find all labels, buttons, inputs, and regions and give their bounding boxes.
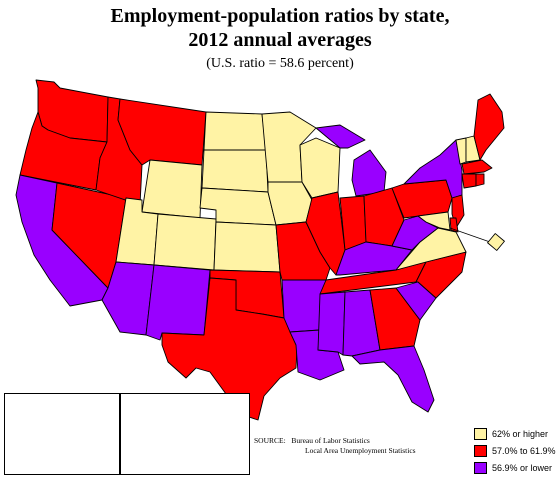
state-illinois: [305, 191, 346, 276]
source-label: SOURCE:: [254, 436, 286, 445]
state-indiana: [339, 195, 367, 251]
legend-label-low: 56.9% or lower: [492, 462, 553, 473]
state-iowa: [267, 181, 313, 226]
legend-swatch-mid: [474, 444, 487, 457]
map-legend: 62% or higher 57.0% to 61.9% 56.9% or lo…: [474, 425, 556, 476]
state-maine: [473, 93, 505, 161]
state-florida: [351, 345, 435, 413]
legend-label-high: 62% or higher: [492, 428, 549, 439]
state-massachusetts: [461, 159, 493, 175]
title-line-1: Employment-population ratios by state,: [110, 5, 450, 27]
map-title: Employment-population ratios by state, 2…: [0, 4, 560, 52]
state-mississippi: [317, 291, 346, 356]
source-line-1: Bureau of Labor Statistics: [291, 436, 370, 445]
title-line-2: 2012 annual averages: [188, 29, 372, 51]
hawaii-inset-frame: [120, 393, 250, 475]
state-connecticut: [461, 173, 477, 189]
state-new-york: [403, 139, 463, 199]
state-kansas: [213, 221, 281, 273]
source-line-2: Local Area Unemployment Statistics: [305, 445, 416, 455]
alaska-inset-frame: [4, 393, 120, 475]
state-new-mexico: [145, 264, 211, 341]
legend-item-mid: 57.0% to 61.9%: [474, 442, 556, 459]
source-note: SOURCE: Bureau of Labor Statistics Local…: [254, 436, 416, 455]
state-maryland: [417, 211, 451, 231]
state-rhode-island: [475, 173, 485, 187]
state-wisconsin: [299, 137, 341, 199]
map-subtitle: (U.S. ratio = 58.6 percent): [206, 56, 354, 71]
legend-swatch-low: [474, 461, 487, 474]
dc-callout-line: [449, 227, 491, 243]
state-south-dakota: [201, 149, 269, 193]
legend-item-high: 62% or higher: [474, 425, 556, 442]
state-wyoming: [141, 159, 203, 219]
state-dc-callout: [487, 233, 505, 251]
legend-item-low: 56.9% or lower: [474, 459, 556, 476]
state-colorado: [153, 213, 217, 271]
state-north-dakota: [203, 111, 267, 151]
legend-swatch-high: [474, 427, 487, 440]
legend-label-mid: 57.0% to 61.9%: [492, 445, 556, 456]
